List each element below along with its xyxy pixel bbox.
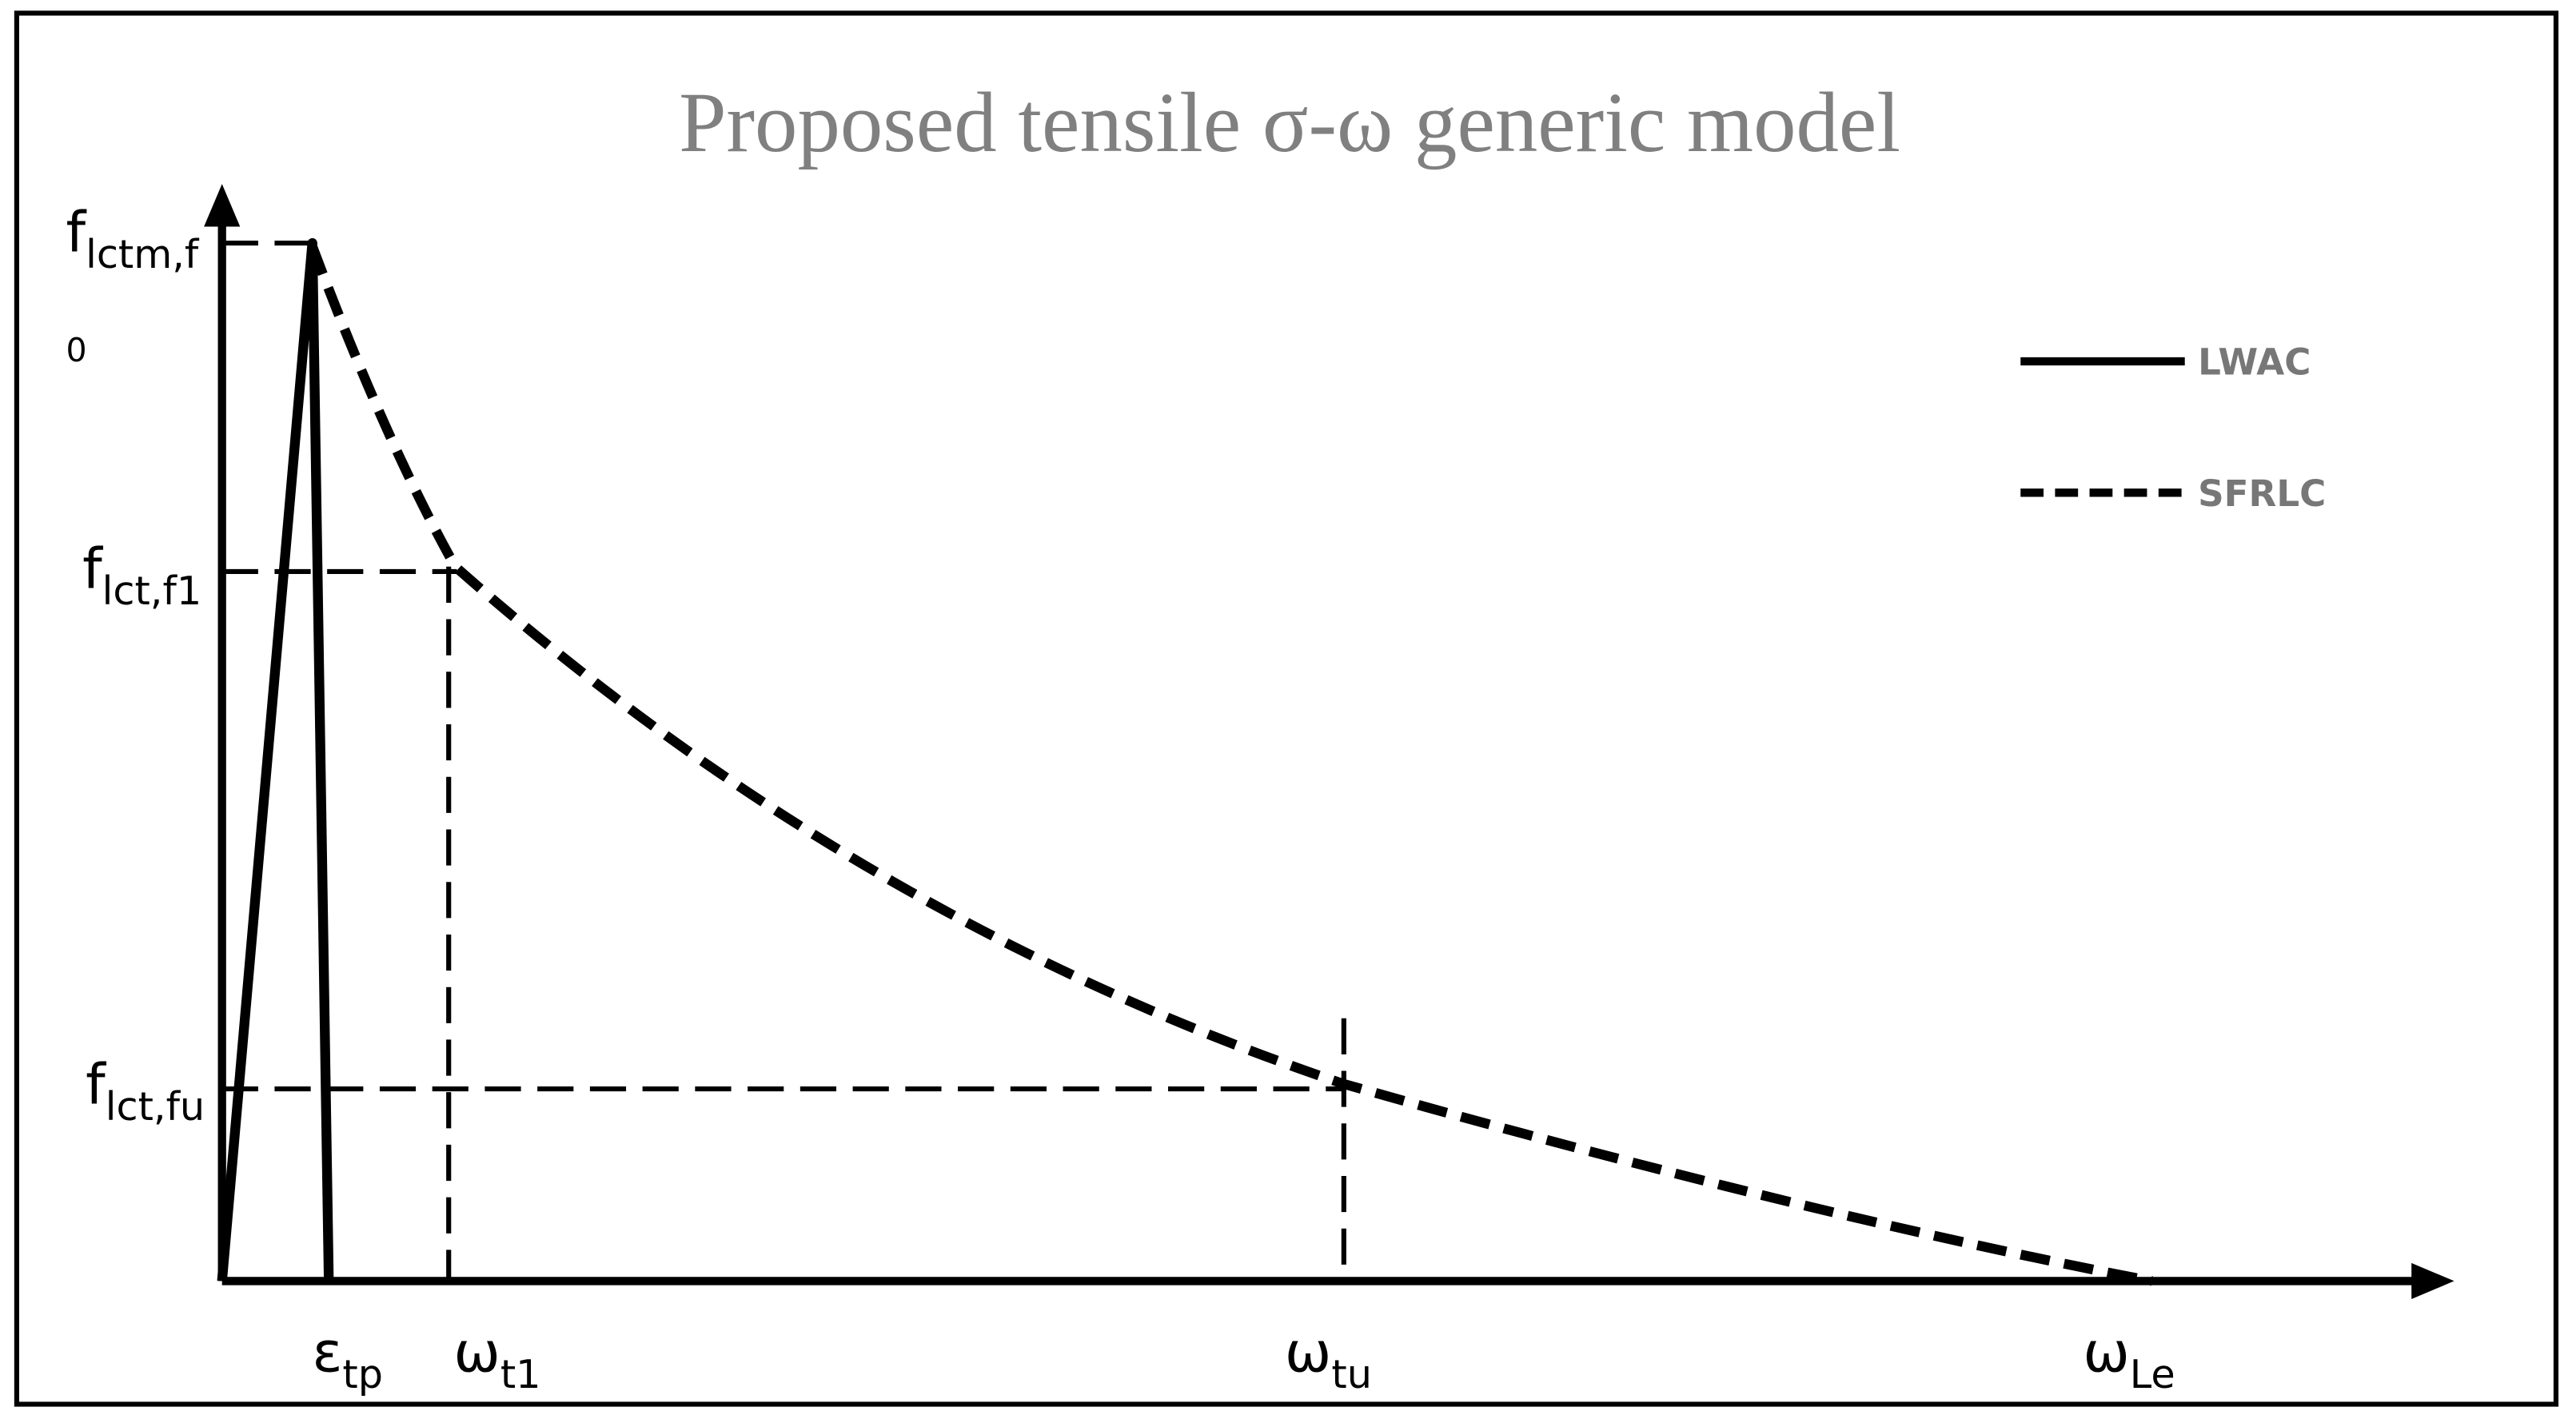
x-label-base: ω: [1285, 1320, 1331, 1385]
sfrlc-curve: [307, 244, 2153, 1286]
x-label-base: ω: [2083, 1320, 2129, 1385]
x-label-sub: t1: [500, 1351, 541, 1397]
y-label: flct,fu: [86, 1053, 205, 1130]
legend-label: SFRLC: [2198, 472, 2326, 515]
legend-label: LWAC: [2198, 341, 2311, 383]
y-arrow: [204, 184, 241, 227]
y-label-sub: lctm,f: [86, 231, 200, 277]
y-label-base: f: [82, 536, 103, 601]
title: Proposed tensile σ-ω generic model: [679, 76, 1900, 170]
x-label: ωtu: [1285, 1320, 1372, 1397]
y-label: flct,f1: [82, 536, 201, 614]
x-label-sub: Le: [2130, 1351, 2175, 1397]
y-note: 0: [66, 331, 87, 369]
frame: [14, 10, 2559, 1407]
x-label: ωt1: [453, 1320, 540, 1397]
y-label-sub: lct,f1: [102, 568, 202, 614]
x-label-sub: tu: [1331, 1351, 1372, 1397]
y-label-sub: lct,fu: [106, 1083, 205, 1130]
x-label: εtp: [313, 1320, 383, 1397]
guides: [221, 240, 1346, 1281]
x-label-base: ω: [453, 1320, 500, 1385]
x-arrow: [2411, 1262, 2454, 1300]
x-label-base: ε: [313, 1320, 343, 1385]
lwac-curve: [217, 237, 334, 1281]
x-label: ωLe: [2083, 1320, 2175, 1397]
x-label-sub: tp: [342, 1351, 383, 1397]
y-label-base: f: [86, 1053, 106, 1118]
y-label: flctm,f: [66, 200, 200, 277]
y-label-base: f: [66, 200, 87, 265]
